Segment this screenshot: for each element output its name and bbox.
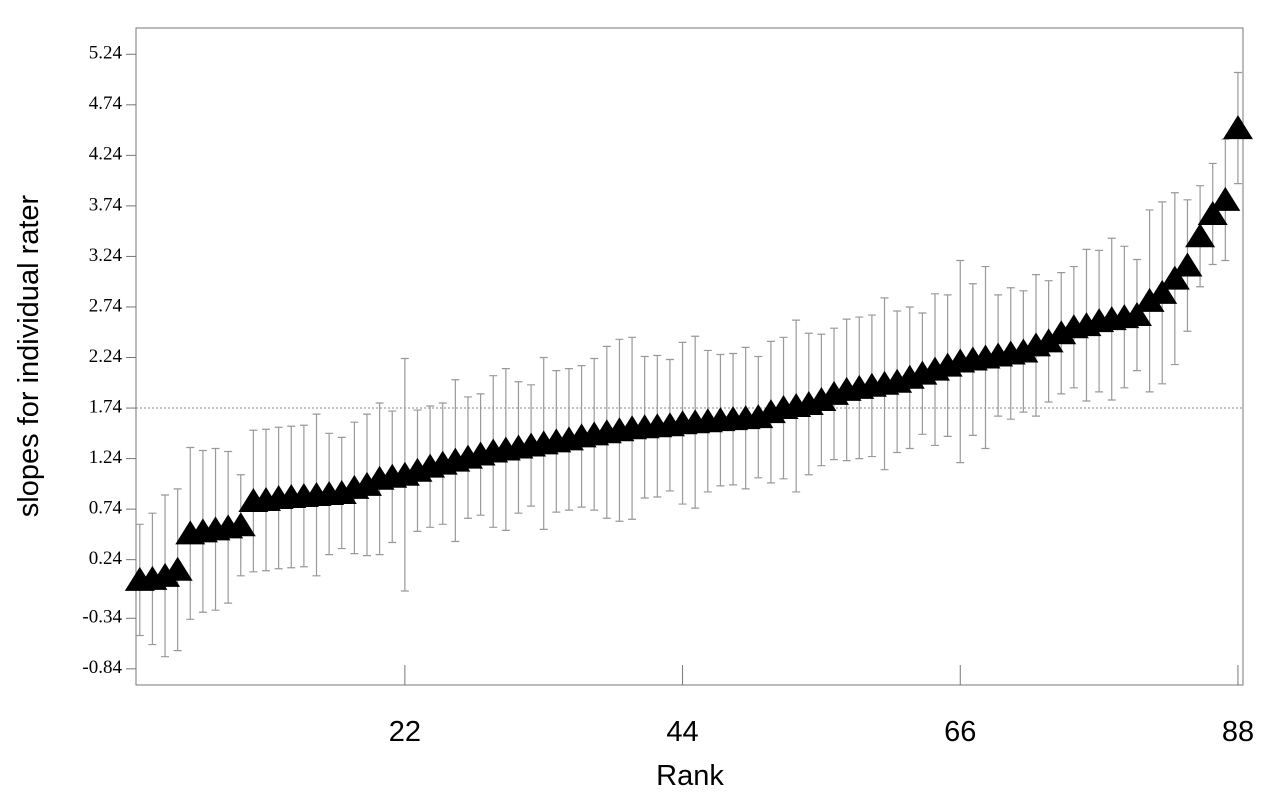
marker: [1008, 338, 1039, 363]
marker: [1210, 186, 1241, 211]
x-tick-label: 66: [944, 716, 976, 748]
marker: [1147, 279, 1178, 304]
plot-frame: [135, 27, 1244, 686]
marker: [1197, 200, 1228, 225]
y-tick-label: 0.24: [89, 548, 123, 569]
marker: [162, 556, 193, 581]
x-tick-label: 22: [389, 716, 421, 748]
marker: [1172, 252, 1203, 277]
y-tick-label: 5.24: [89, 43, 123, 64]
x-tick-label: 88: [1222, 716, 1254, 748]
y-tick-label: 1.24: [89, 447, 123, 468]
y-tick-label: 3.24: [89, 245, 123, 266]
marker: [1121, 302, 1152, 327]
marker: [351, 471, 382, 496]
y-axis-title: slopes for individual rater: [13, 194, 45, 517]
x-axis-title: Rank: [656, 760, 724, 792]
y-tick-label: -0.84: [82, 657, 122, 678]
marker: [225, 512, 256, 537]
marker: [806, 386, 837, 411]
y-tick-label: 3.74: [89, 194, 123, 215]
y-tick-label: 0.74: [89, 497, 123, 518]
marker: [150, 562, 181, 587]
y-tick-label: 2.24: [89, 346, 123, 367]
marker: [1033, 328, 1064, 353]
y-tick-label: 2.74: [89, 295, 123, 316]
y-tick-label: 4.74: [89, 93, 123, 114]
y-tick-label: 4.24: [89, 144, 123, 165]
marker: [1134, 287, 1165, 312]
y-tick-label: 1.74: [89, 396, 123, 417]
marker: [1185, 223, 1216, 248]
y-tick-label: -0.34: [82, 607, 122, 628]
marker: [1159, 265, 1190, 290]
marker: [1046, 320, 1077, 345]
marker: [1222, 115, 1253, 140]
x-tick-label: 44: [666, 716, 698, 748]
